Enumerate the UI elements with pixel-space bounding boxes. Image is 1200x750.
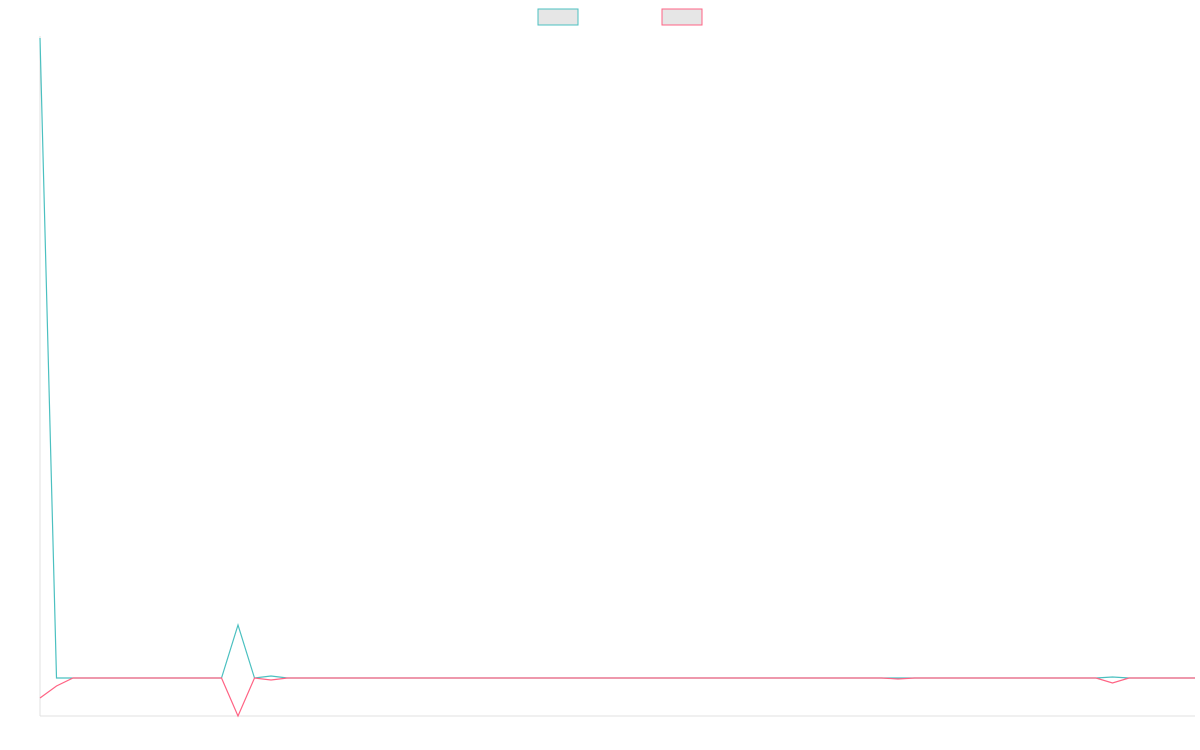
line-series [39,677,1195,718]
line-series [39,37,1195,679]
legend-swatch[interactable] [661,8,703,26]
legend-swatch[interactable] [537,8,579,26]
